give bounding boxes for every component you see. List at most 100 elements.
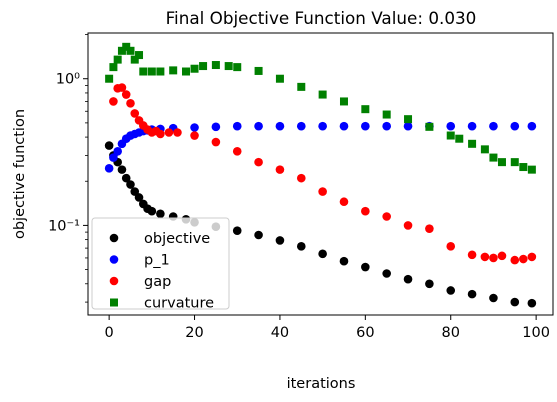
data-point	[489, 121, 498, 131]
data-point	[527, 121, 537, 131]
data-point	[339, 197, 349, 207]
data-point	[425, 279, 434, 289]
data-point	[480, 252, 490, 262]
data-point	[156, 67, 165, 76]
data-point	[113, 55, 122, 64]
data-point	[446, 286, 456, 295]
data-point	[275, 165, 285, 174]
legend-label: curvature	[144, 296, 214, 312]
data-point	[164, 128, 174, 137]
data-point	[139, 67, 148, 76]
data-point	[275, 74, 284, 83]
data-point	[105, 74, 114, 83]
legend-marker	[109, 276, 119, 286]
data-point	[113, 147, 122, 156]
data-point	[275, 236, 285, 245]
data-point	[254, 121, 263, 131]
data-point	[467, 289, 477, 299]
data-point	[254, 230, 263, 240]
data-point	[404, 115, 413, 124]
data-point	[527, 298, 537, 308]
data-point	[489, 153, 498, 162]
legend-marker	[110, 298, 118, 307]
data-point	[510, 297, 520, 307]
data-point	[519, 163, 528, 172]
data-point	[117, 46, 126, 55]
data-point	[232, 147, 242, 156]
data-point	[382, 110, 391, 119]
legend-label: p_1	[144, 253, 170, 269]
legend-marker	[109, 233, 119, 243]
data-point	[147, 67, 156, 76]
data-point	[467, 121, 477, 131]
x-axis-label: iterations	[287, 376, 356, 392]
data-point	[232, 226, 242, 236]
data-point	[109, 63, 118, 72]
data-point	[382, 121, 391, 131]
data-point	[109, 153, 118, 162]
data-point	[361, 262, 370, 272]
data-point	[425, 224, 434, 233]
data-point	[121, 173, 131, 183]
data-point	[173, 128, 182, 137]
data-point	[318, 121, 327, 131]
data-point	[126, 46, 135, 55]
data-point	[130, 55, 139, 64]
data-point	[121, 90, 131, 99]
data-point	[181, 67, 190, 76]
data-point	[425, 122, 434, 131]
data-point	[339, 97, 348, 106]
data-point	[211, 122, 221, 132]
data-point	[126, 180, 135, 189]
y-tick-label: 10⁻¹	[48, 218, 80, 234]
data-point	[446, 121, 456, 131]
legend-label: gap	[144, 274, 171, 290]
data-point	[296, 173, 306, 183]
data-point	[169, 66, 178, 75]
data-point	[455, 134, 464, 143]
data-point	[190, 131, 199, 140]
data-point	[467, 250, 477, 260]
data-point	[233, 63, 242, 72]
data-point	[361, 121, 370, 131]
data-point	[122, 42, 131, 51]
data-point	[296, 242, 306, 251]
data-point	[134, 193, 144, 202]
data-point	[104, 164, 114, 173]
data-point	[254, 157, 263, 167]
data-point	[104, 141, 114, 150]
x-tick-label: 20	[185, 325, 203, 341]
data-point	[156, 209, 165, 219]
data-point	[190, 64, 199, 73]
data-point	[403, 221, 413, 230]
data-point	[497, 251, 507, 261]
data-point	[510, 255, 520, 265]
data-point	[224, 62, 233, 71]
x-tick-label: 100	[522, 325, 550, 341]
data-point	[446, 131, 455, 140]
x-tick-label: 0	[105, 325, 114, 341]
data-point	[109, 97, 118, 106]
data-point	[232, 121, 242, 131]
x-tick-label: 80	[442, 325, 460, 341]
data-point	[147, 206, 157, 216]
data-point	[446, 242, 456, 251]
data-point	[468, 139, 477, 148]
data-point	[510, 158, 519, 167]
data-point	[510, 121, 520, 131]
data-point	[117, 83, 127, 92]
data-point	[339, 256, 349, 266]
data-point	[135, 51, 144, 60]
data-point	[382, 269, 391, 278]
series-gap	[109, 83, 537, 265]
data-point	[211, 137, 221, 147]
data-point	[275, 121, 285, 131]
y-tick-label: 10⁰	[56, 72, 80, 88]
data-point	[361, 206, 370, 216]
x-tick-label: 40	[271, 325, 289, 341]
legend-frame	[91, 217, 230, 310]
data-point	[318, 90, 327, 99]
data-point	[489, 253, 498, 263]
